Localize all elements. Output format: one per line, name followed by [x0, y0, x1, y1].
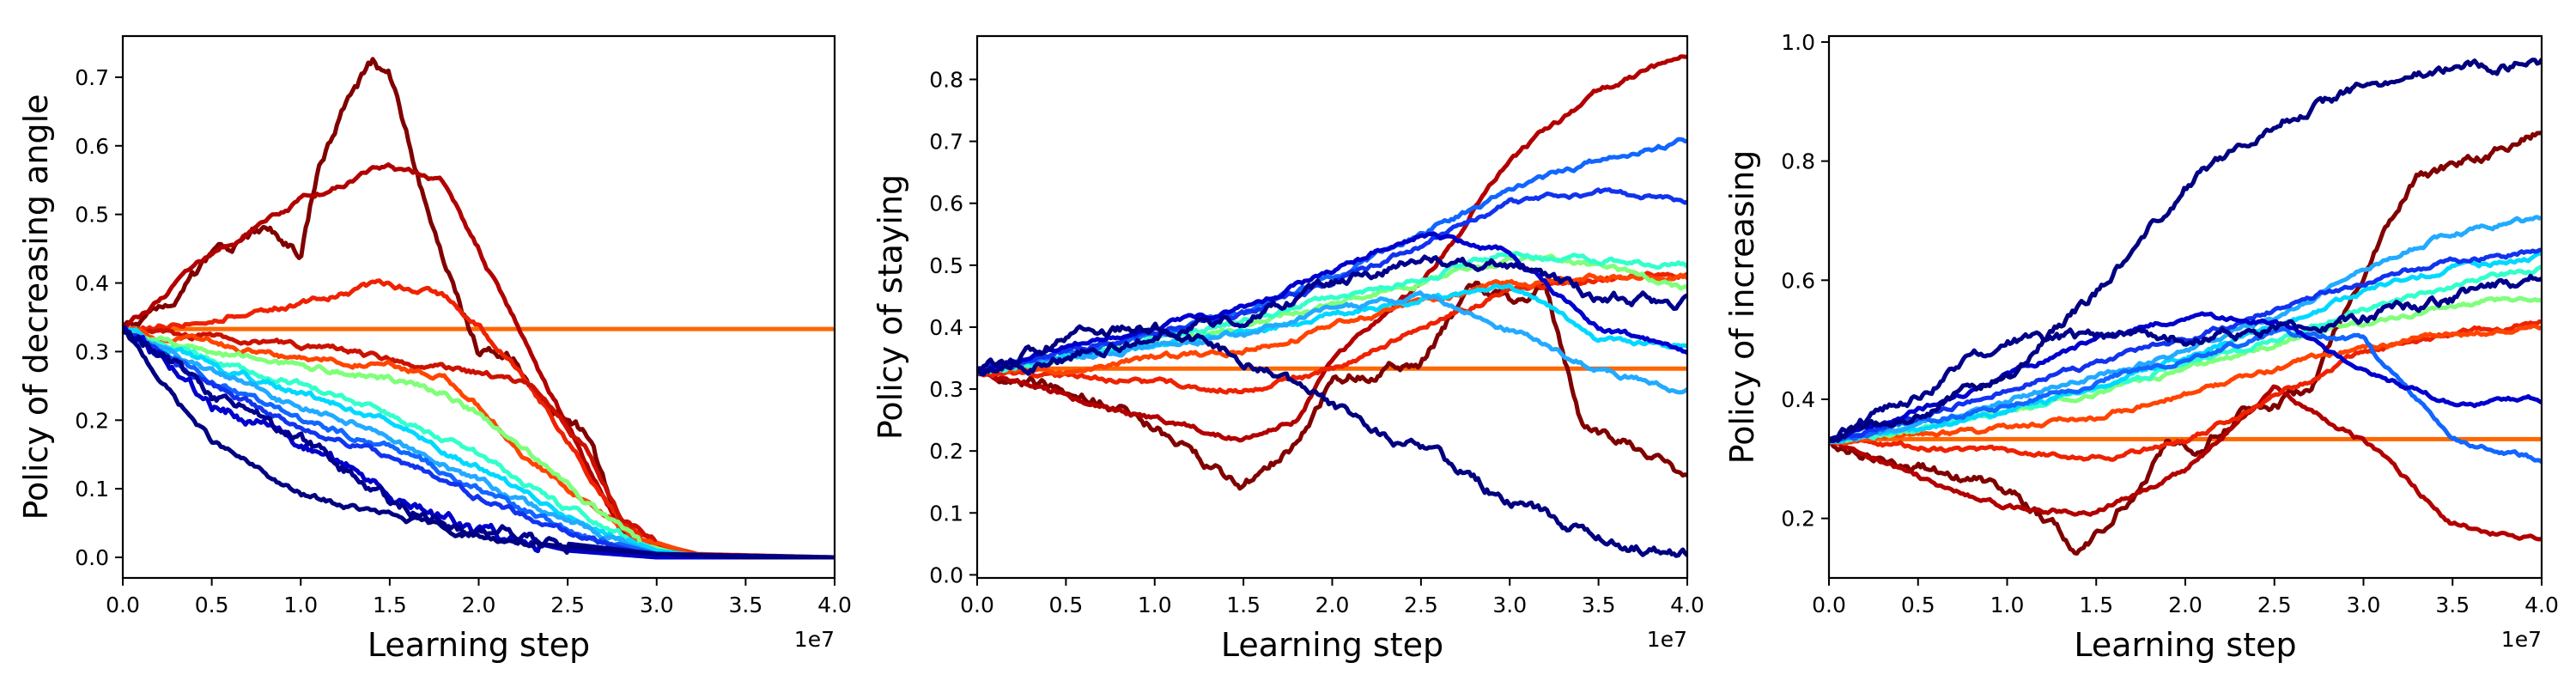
x-tick-label: 1.0	[283, 593, 318, 617]
x-axis-label: Learning step	[2074, 626, 2296, 664]
x-tick-label: 1.0	[1138, 593, 1172, 617]
y-tick-label: 0.4	[75, 271, 109, 296]
series-line-7	[123, 327, 835, 560]
y-axis-label: Policy of decreasing angle	[17, 94, 55, 520]
series-line-13	[977, 321, 1687, 558]
x-tick-label: 2.0	[1315, 593, 1350, 617]
x-tick-label: 3.5	[728, 593, 762, 617]
chart-panel-increasing: 0.0 0.5 1.0 1.5 2.0 2.5 3.0 3.5 4.0 0.2 0.4 0.6 0.8 1…	[1723, 30, 2559, 664]
y-tick-label: 0.8	[1781, 149, 1815, 174]
series-line-12	[123, 325, 835, 560]
x-tick-label: 0.0	[960, 593, 994, 617]
series-line-9	[1829, 326, 2542, 465]
series-line-13	[1829, 58, 2542, 444]
series-line-1	[1829, 131, 2542, 556]
series-line-2	[977, 54, 1687, 443]
x-tick-label: 4.0	[1670, 593, 1704, 617]
y-tick-label: 0.7	[929, 130, 963, 155]
x-offset-label: 1e7	[2501, 627, 2542, 652]
y-tick-label: 0.6	[929, 192, 963, 216]
series-group	[977, 54, 1687, 558]
series-line-5	[123, 325, 835, 560]
series-line-13	[123, 326, 835, 560]
x-tick-label: 2.0	[2168, 593, 2202, 617]
series-line-8	[1829, 215, 2542, 443]
chart-panel-decreasing: 0.0 0.5 1.0 1.5 2.0 2.5 3.0 3.5 4.0 0.0 0.1 0.2 0.3 0…	[17, 34, 852, 664]
x-tick-label: 3.5	[2435, 593, 2470, 617]
y-tick-label: 0.8	[929, 67, 963, 92]
y-tick-label: 0.4	[929, 315, 963, 340]
series-group	[123, 57, 835, 560]
x-tick-label: 0.0	[1812, 593, 1846, 617]
series-line-12	[1829, 273, 2542, 443]
series-group	[1829, 58, 2542, 556]
y-tick-label: 0.7	[75, 65, 109, 90]
x-tick-label: 0.0	[106, 593, 140, 617]
x-axis-label: Learning step	[368, 626, 590, 664]
series-line-8	[977, 290, 1687, 395]
x-tick-label: 1.5	[373, 593, 407, 617]
y-tick-label: 0.5	[75, 203, 109, 228]
x-tick-label: 2.0	[462, 593, 496, 617]
series-line-2	[1829, 384, 2542, 542]
y-tick-label: 0.6	[75, 134, 109, 159]
y-tick-label: 0.5	[929, 253, 963, 278]
series-line-4	[1829, 324, 2542, 446]
x-tick-label: 1.0	[1990, 593, 2025, 617]
y-tick-label: 0.1	[929, 501, 963, 526]
y-tick-label: 0.4	[1781, 387, 1815, 412]
x-tick-label: 2.5	[2257, 593, 2292, 617]
y-axis-label: Policy of staying	[872, 174, 909, 440]
x-axis-label: Learning step	[1221, 626, 1443, 664]
series-line-1	[123, 57, 835, 560]
x-tick-label: 3.0	[2347, 593, 2381, 617]
chart-panel-staying: 0.0 0.5 1.0 1.5 2.0 2.5 3.0 3.5 4.0 0.0 0.1 0.2 0.3 0…	[872, 34, 1704, 664]
series-line-10	[1829, 247, 2542, 443]
y-tick-label: 0.0	[929, 562, 963, 587]
x-tick-label: 0.5	[1048, 593, 1083, 617]
series-line-3	[123, 278, 835, 560]
x-tick-label: 0.5	[1901, 593, 1935, 617]
x-tick-label: 1.5	[1226, 593, 1261, 617]
x-tick-label: 3.5	[1582, 593, 1616, 617]
x-tick-label: 2.5	[1404, 593, 1438, 617]
series-line-1	[977, 279, 1687, 491]
x-tick-label: 3.0	[640, 593, 674, 617]
y-tick-label: 0.3	[75, 339, 109, 364]
x-tick-label: 0.5	[195, 593, 229, 617]
y-tick-label: 0.3	[929, 377, 963, 402]
x-tick-label: 3.0	[1492, 593, 1527, 617]
y-tick-label: 0.2	[75, 408, 109, 433]
x-offset-label: 1e7	[794, 627, 835, 652]
series-line-14	[123, 327, 835, 560]
series-line-4	[977, 272, 1687, 376]
x-tick-label: 1.5	[2079, 593, 2113, 617]
series-line-12	[977, 254, 1687, 377]
x-tick-label: 4.0	[817, 593, 852, 617]
series-line-3	[1829, 319, 2542, 462]
y-tick-label: 0.2	[1781, 507, 1815, 532]
y-tick-label: 0.6	[1781, 268, 1815, 293]
x-tick-label: 2.5	[550, 593, 585, 617]
x-tick-label: 4.0	[2524, 593, 2559, 617]
x-offset-label: 1e7	[1647, 627, 1687, 652]
y-tick-label: 0.2	[929, 439, 963, 464]
y-axis-label: Policy of increasing	[1723, 150, 1761, 465]
y-tick-label: 1.0	[1781, 30, 1815, 55]
y-tick-label: 0.1	[75, 477, 109, 502]
series-line-11	[977, 231, 1687, 374]
y-tick-label: 0.0	[75, 545, 109, 570]
